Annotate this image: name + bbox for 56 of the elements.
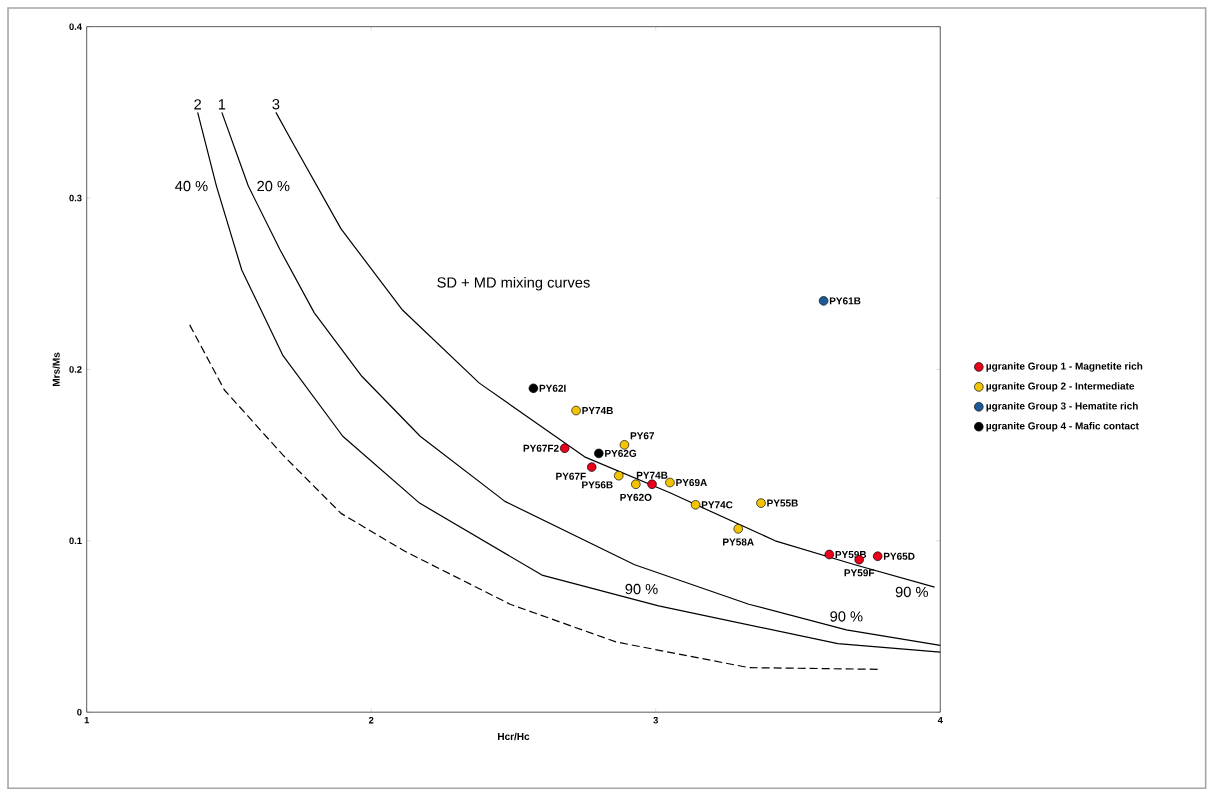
annotation: PY62O: [620, 493, 652, 501]
annotation: PY62I: [539, 384, 566, 392]
y-tick-label: 0.3: [69, 194, 82, 202]
y-tick-label: 0.4: [69, 23, 82, 30]
point: [631, 479, 641, 489]
annotation: SD + MD mixing curves: [437, 276, 590, 291]
annotation: PY74B: [636, 471, 668, 479]
x-tick-label: 4: [937, 716, 943, 724]
annotation: PY62G: [605, 449, 637, 457]
annotation: PY67F: [556, 472, 586, 480]
point: [665, 477, 675, 488]
point: [824, 549, 835, 560]
y-tick-label: 0.1: [69, 537, 82, 545]
annotation: PY55B: [767, 499, 798, 507]
annotation: 20 %: [257, 180, 290, 192]
annotation: PY69A: [676, 478, 707, 486]
annotation: 90 %: [895, 586, 928, 598]
point: [571, 405, 581, 416]
point: [586, 462, 597, 472]
legend-label: µgranite Group 2 - Intermediate: [986, 382, 1135, 392]
point: [756, 498, 766, 508]
point: [614, 470, 624, 481]
point: [528, 383, 539, 393]
annotation: 90 %: [830, 611, 863, 622]
y-axis-title: Mrs/Ms: [52, 352, 60, 386]
point: [647, 479, 657, 489]
series-label: 3: [272, 98, 280, 110]
annotation: PY74C: [701, 501, 733, 509]
point: [619, 440, 630, 450]
annotation: PY58A: [723, 538, 754, 546]
annotation: 90 %: [625, 583, 658, 595]
legend-label: µgranite Group 3 - Hematite rich: [986, 402, 1138, 412]
annotation: PY67: [630, 432, 655, 440]
series-label: 2: [194, 99, 202, 110]
point: [690, 499, 701, 510]
y-tick-label: 0: [77, 708, 82, 716]
x-tick-label: 3: [653, 716, 658, 724]
annotation: PY59F: [844, 569, 875, 577]
point: [733, 523, 743, 534]
annotation: 40 %: [175, 180, 208, 192]
point: [559, 443, 570, 453]
legend-label: µgranite Group 4 - Mafic contact: [986, 422, 1139, 432]
annotation: PY61B: [829, 297, 861, 305]
x-axis-title: Hcr/Hc: [498, 732, 530, 741]
annotation: PY74B: [582, 407, 613, 414]
x-tick-label: 1: [84, 716, 90, 724]
annotation: PY67F2: [523, 444, 559, 452]
y-tick-label: 0.2: [69, 366, 82, 373]
legend-label: µgranite Group 1 - Magnetite rich: [986, 362, 1143, 372]
series-label: 1: [218, 99, 226, 110]
point: [872, 551, 883, 561]
annotation: PY56B: [582, 481, 613, 489]
point: [818, 296, 829, 306]
point: [594, 448, 604, 459]
annotation: PY65D: [883, 552, 915, 560]
x-tick-label: 2: [368, 716, 374, 724]
